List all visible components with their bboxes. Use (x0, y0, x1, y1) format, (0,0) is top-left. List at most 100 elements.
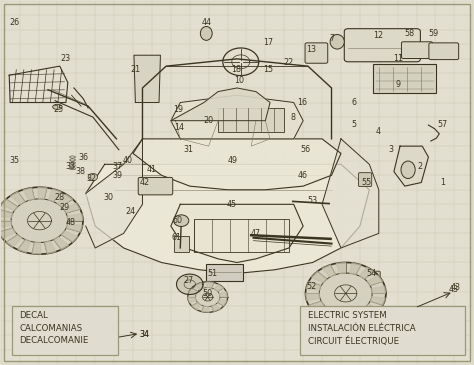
Text: 17: 17 (263, 38, 273, 47)
Text: 5: 5 (352, 120, 357, 129)
Text: 22: 22 (283, 58, 293, 67)
FancyBboxPatch shape (138, 177, 173, 195)
FancyBboxPatch shape (344, 29, 420, 62)
Text: 8: 8 (290, 112, 295, 122)
Text: 27: 27 (183, 276, 194, 285)
Text: 53: 53 (308, 196, 318, 205)
Text: 15: 15 (263, 65, 273, 74)
FancyBboxPatch shape (206, 264, 243, 281)
Text: 32: 32 (86, 174, 97, 183)
Text: 4: 4 (375, 127, 380, 136)
Polygon shape (360, 267, 374, 279)
Text: 30: 30 (103, 193, 113, 201)
Polygon shape (346, 313, 355, 324)
Text: 26: 26 (10, 18, 20, 27)
FancyBboxPatch shape (401, 42, 433, 58)
Text: 1: 1 (440, 178, 445, 187)
Polygon shape (48, 189, 61, 202)
Text: 13: 13 (306, 45, 316, 54)
Polygon shape (218, 299, 227, 306)
Ellipse shape (68, 220, 75, 227)
Polygon shape (45, 241, 56, 254)
Text: 34: 34 (140, 330, 150, 339)
Text: 37: 37 (113, 162, 123, 171)
Bar (194, 219, 289, 251)
Text: 42: 42 (140, 178, 150, 187)
Polygon shape (322, 265, 336, 277)
Text: 33: 33 (65, 162, 76, 171)
Text: 19: 19 (173, 105, 183, 114)
Polygon shape (201, 306, 209, 312)
Polygon shape (67, 214, 83, 221)
Polygon shape (322, 139, 379, 248)
Polygon shape (394, 146, 428, 186)
Polygon shape (207, 282, 214, 288)
Polygon shape (54, 237, 69, 250)
Text: 60: 60 (173, 216, 183, 225)
Text: 45: 45 (226, 200, 237, 209)
Polygon shape (372, 286, 386, 293)
Polygon shape (86, 139, 143, 248)
Polygon shape (133, 139, 341, 190)
Polygon shape (86, 164, 369, 273)
Polygon shape (64, 203, 80, 213)
Polygon shape (32, 242, 41, 254)
Text: 21: 21 (130, 65, 140, 74)
Text: 3: 3 (388, 145, 393, 154)
Polygon shape (171, 88, 270, 121)
FancyBboxPatch shape (173, 235, 189, 252)
Polygon shape (23, 188, 35, 200)
Text: 18: 18 (231, 65, 241, 74)
Polygon shape (306, 293, 320, 301)
Polygon shape (367, 275, 383, 285)
FancyBboxPatch shape (364, 271, 380, 280)
FancyBboxPatch shape (301, 307, 465, 355)
Text: 36: 36 (78, 153, 89, 162)
Polygon shape (9, 66, 68, 103)
Text: 54: 54 (366, 269, 377, 278)
Polygon shape (171, 204, 303, 262)
Polygon shape (195, 283, 204, 290)
Ellipse shape (201, 27, 212, 40)
Text: 12: 12 (373, 31, 383, 40)
Text: 50: 50 (203, 289, 213, 298)
Text: 38: 38 (75, 167, 85, 176)
Polygon shape (309, 301, 324, 312)
Polygon shape (0, 228, 15, 238)
Text: 43: 43 (450, 284, 460, 292)
Polygon shape (176, 274, 203, 295)
Polygon shape (38, 187, 47, 199)
Text: 41: 41 (147, 165, 157, 174)
Polygon shape (370, 297, 385, 305)
Polygon shape (317, 308, 332, 320)
Text: 31: 31 (184, 145, 194, 154)
Text: 23: 23 (61, 54, 71, 64)
FancyBboxPatch shape (373, 64, 437, 93)
FancyBboxPatch shape (55, 206, 71, 214)
Polygon shape (57, 194, 73, 207)
Text: 34: 34 (140, 330, 150, 339)
Text: 7: 7 (329, 34, 334, 43)
Text: 52: 52 (307, 282, 317, 291)
Bar (218, 108, 284, 132)
Text: 61: 61 (172, 233, 182, 242)
Text: 43: 43 (448, 285, 458, 294)
Text: 24: 24 (126, 207, 136, 216)
Polygon shape (0, 221, 12, 228)
Polygon shape (171, 95, 303, 139)
Text: 40: 40 (122, 156, 132, 165)
Polygon shape (10, 192, 25, 204)
Polygon shape (306, 262, 386, 324)
Polygon shape (61, 231, 78, 242)
FancyBboxPatch shape (429, 43, 459, 59)
Text: 6: 6 (352, 98, 357, 107)
Text: 46: 46 (297, 171, 307, 180)
Polygon shape (211, 304, 220, 312)
Polygon shape (350, 263, 361, 274)
Polygon shape (188, 282, 228, 312)
FancyBboxPatch shape (12, 307, 118, 355)
Text: 2: 2 (418, 162, 423, 171)
Text: 29: 29 (60, 203, 70, 212)
FancyBboxPatch shape (358, 173, 372, 187)
Text: 59: 59 (428, 29, 438, 38)
